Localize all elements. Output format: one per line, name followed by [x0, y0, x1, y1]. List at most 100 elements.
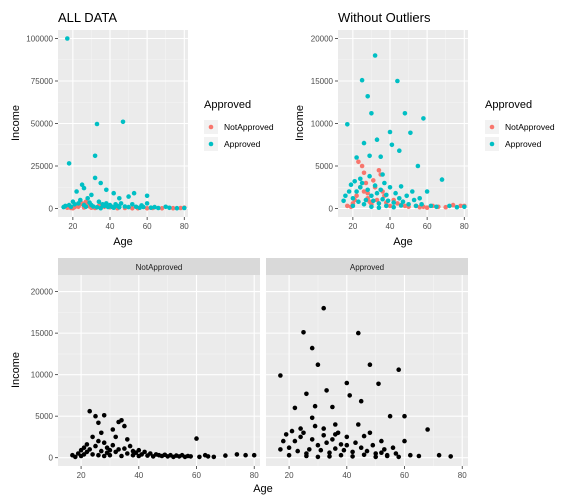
data-point — [369, 193, 374, 199]
legend-marker — [208, 141, 214, 147]
data-point — [107, 452, 113, 458]
data-point — [301, 430, 306, 436]
legend-marker — [208, 124, 214, 130]
data-point — [350, 449, 355, 455]
data-point — [148, 451, 153, 456]
data-point — [111, 190, 116, 196]
data-point — [400, 199, 406, 204]
data-point — [350, 454, 355, 459]
data-point — [156, 205, 161, 211]
data-point — [298, 426, 303, 431]
data-point — [378, 154, 384, 159]
data-point — [304, 391, 309, 397]
data-point — [278, 373, 283, 378]
data-point — [358, 398, 364, 404]
data-point — [367, 173, 372, 179]
data-point — [411, 197, 417, 203]
data-point — [159, 206, 165, 211]
data-point — [390, 445, 396, 451]
data-point — [402, 111, 408, 116]
data-point — [358, 445, 364, 451]
data-point — [354, 193, 359, 199]
y-axis-label: Income — [10, 105, 22, 141]
data-point — [182, 205, 187, 211]
data-point — [385, 198, 391, 204]
data-point — [358, 176, 363, 182]
data-point — [142, 449, 147, 455]
data-point — [371, 178, 376, 183]
data-point — [356, 159, 361, 165]
data-point — [68, 204, 74, 210]
data-point — [104, 201, 109, 206]
data-point — [350, 203, 356, 209]
legend-label: NotApproved — [224, 122, 274, 132]
data-point — [90, 434, 95, 440]
data-point — [380, 196, 385, 202]
data-point — [450, 202, 456, 208]
y-tick-label: 20000 — [31, 288, 54, 297]
data-point — [406, 202, 411, 207]
data-point — [148, 205, 154, 210]
data-point — [458, 203, 463, 209]
x-tick-label: 20 — [68, 222, 77, 231]
data-point — [364, 448, 370, 454]
data-point — [370, 442, 376, 448]
data-point — [286, 452, 292, 458]
data-point — [127, 443, 133, 449]
data-point — [174, 205, 180, 211]
x-tick-label: 60 — [400, 471, 409, 480]
data-point — [92, 153, 98, 159]
data-point — [81, 445, 87, 451]
data-point — [223, 453, 228, 458]
data-point — [83, 204, 89, 210]
data-point — [167, 205, 172, 211]
data-point — [72, 202, 77, 207]
y-tick-label: 0 — [329, 205, 334, 214]
data-point — [211, 454, 217, 460]
data-point — [395, 201, 400, 206]
data-point — [408, 452, 413, 458]
data-point — [281, 438, 286, 444]
data-point — [205, 454, 211, 459]
data-point — [315, 362, 321, 368]
data-point — [295, 448, 301, 454]
data-point — [365, 187, 371, 193]
data-point — [116, 447, 121, 452]
data-point — [94, 121, 100, 127]
data-point — [188, 454, 193, 459]
x-tick-label: 80 — [250, 471, 259, 480]
data-point — [63, 203, 68, 209]
data-point — [107, 447, 113, 453]
data-point — [110, 442, 116, 448]
data-point — [396, 367, 402, 373]
data-point — [415, 163, 421, 169]
x-axis-label: Age — [393, 236, 413, 248]
x-axis-label: Age — [253, 483, 273, 495]
plot-panel — [266, 275, 468, 466]
legend-title: Approved — [485, 99, 532, 111]
y-tick-label: 15000 — [311, 77, 334, 86]
data-point — [130, 202, 135, 207]
data-point — [84, 442, 90, 447]
data-point — [194, 436, 199, 441]
data-point — [378, 187, 384, 193]
data-point — [417, 196, 423, 201]
data-point — [372, 183, 378, 188]
data-point — [356, 422, 361, 427]
data-point — [119, 418, 124, 423]
data-point — [373, 451, 379, 456]
data-point — [126, 204, 131, 210]
data-point — [344, 380, 350, 386]
data-point — [327, 454, 332, 459]
data-point — [387, 129, 393, 135]
facet-strip-label: NotApproved — [136, 263, 183, 272]
data-point — [141, 204, 146, 210]
data-point — [372, 53, 378, 58]
data-point — [387, 413, 393, 419]
data-point — [85, 196, 90, 201]
data-point — [312, 423, 318, 429]
data-point — [345, 203, 350, 209]
y-tick-label: 15000 — [31, 329, 54, 338]
